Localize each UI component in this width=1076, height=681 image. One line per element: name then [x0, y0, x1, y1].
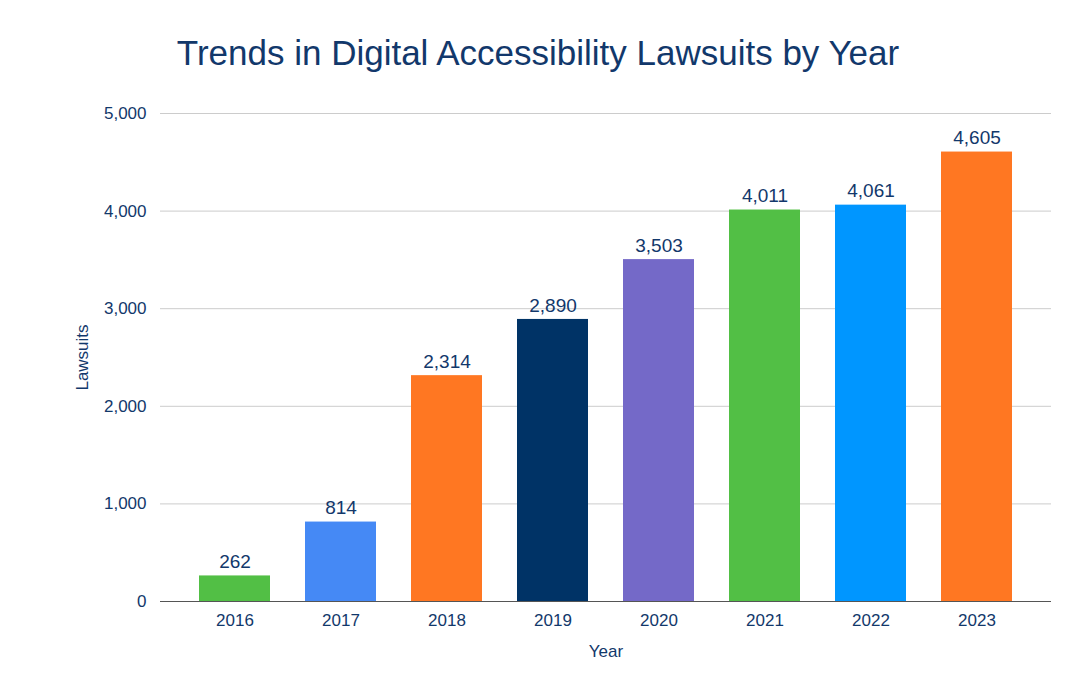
svg-text:Year: Year	[589, 642, 624, 661]
svg-text:2016: 2016	[216, 611, 254, 630]
svg-text:2018: 2018	[428, 611, 466, 630]
svg-text:2022: 2022	[852, 611, 890, 630]
svg-text:2023: 2023	[958, 611, 996, 630]
svg-text:2021: 2021	[746, 611, 784, 630]
svg-text:3,503: 3,503	[635, 235, 683, 256]
svg-text:2,000: 2,000	[104, 397, 147, 416]
svg-text:3,000: 3,000	[104, 299, 147, 318]
svg-text:Lawsuits: Lawsuits	[73, 324, 92, 390]
svg-text:4,061: 4,061	[847, 180, 895, 201]
svg-text:814: 814	[325, 497, 357, 518]
html-text:Trends in Digital Accessibilit: Trends in Digital Accessibility Lawsuits…	[176, 33, 900, 72]
svg-text:0: 0	[137, 592, 146, 611]
svg-text:2,890: 2,890	[529, 295, 577, 316]
svg-text:2017: 2017	[322, 611, 360, 630]
svg-text:262: 262	[219, 551, 251, 572]
svg-text:2,314: 2,314	[423, 351, 471, 372]
svg-text:1,000: 1,000	[104, 494, 147, 513]
svg-text:4,605: 4,605	[953, 127, 1001, 148]
svg-text:2019: 2019	[534, 611, 572, 630]
svg-text:2020: 2020	[640, 611, 678, 630]
svg-text:4,011: 4,011	[742, 185, 788, 206]
svg-text:5,000: 5,000	[104, 104, 147, 123]
svg-text:4,000: 4,000	[104, 202, 147, 221]
